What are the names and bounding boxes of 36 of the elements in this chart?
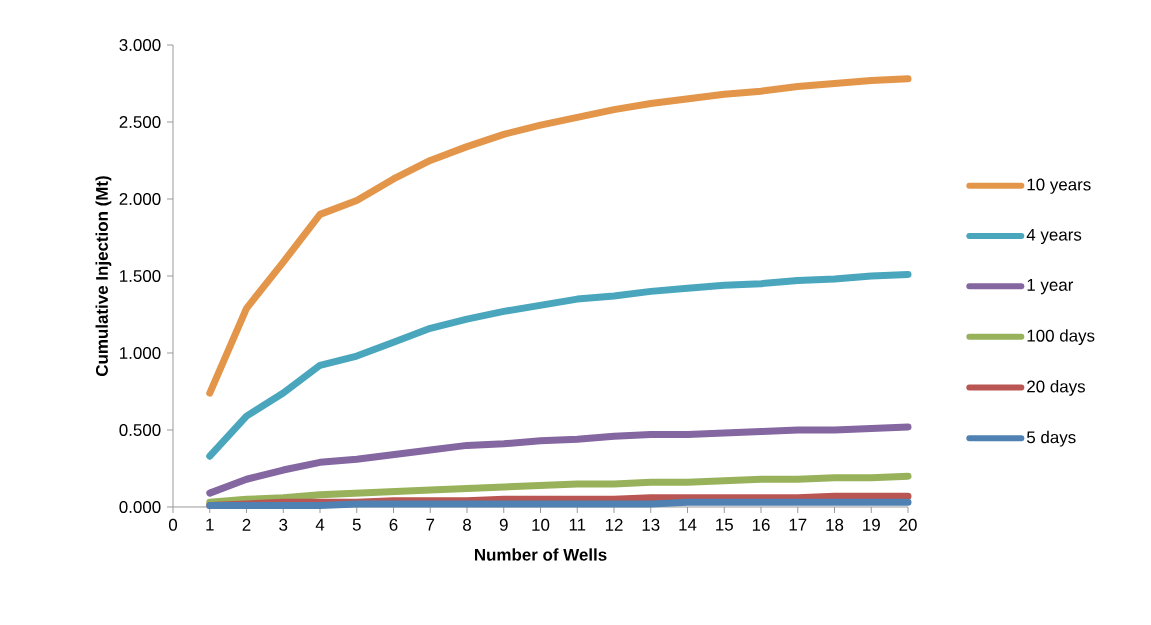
legend-label: 10 years: [1027, 178, 1091, 194]
x-tick-label: 10: [532, 518, 550, 531]
legend-label: 20 days: [1027, 380, 1085, 396]
y-tick-label: 0.500: [119, 423, 161, 436]
y-tick-label: 3.000: [119, 38, 161, 51]
x-tick-label: 5: [352, 518, 361, 531]
x-tick-label: 7: [426, 518, 435, 531]
y-tick-label: 2.500: [119, 115, 161, 128]
x-tick-label: 18: [826, 518, 844, 531]
x-tick-label: 8: [463, 518, 471, 531]
y-tick-label: 2.000: [119, 192, 161, 205]
x-tick-label: 12: [605, 518, 623, 531]
y-tick-label: 1.500: [120, 269, 161, 282]
x-tick-label: 13: [642, 518, 660, 531]
x-tick-label: 17: [789, 518, 807, 531]
x-tick-label: 16: [752, 518, 770, 531]
legend-label: 100 days: [1027, 329, 1095, 346]
y-tick-label: 1.000: [120, 346, 161, 359]
x-tick-label: 11: [569, 518, 586, 531]
x-tick-label: 9: [499, 518, 508, 531]
x-tick-label: 14: [679, 518, 697, 531]
x-tick-label: 3: [279, 518, 288, 531]
legend-label: 4 years: [1026, 228, 1082, 245]
x-tick-label: 19: [863, 518, 880, 531]
x-tick-label: 20: [899, 518, 917, 531]
legend-label: 5 days: [1026, 430, 1076, 447]
x-tick-label: 0: [168, 518, 178, 531]
x-tick-label: 2: [242, 518, 251, 531]
x-tick-label: 15: [716, 518, 733, 531]
x-tick-label: 4: [315, 518, 325, 531]
x-axis-title: Number of Wells: [474, 548, 607, 561]
legend-label: 1 year: [1027, 279, 1074, 295]
y-tick-label: 0.000: [119, 500, 161, 513]
x-tick-label: 6: [389, 518, 398, 531]
y-axis-title: Cumulative Injection (Mt): [95, 176, 112, 376]
x-tick-label: 1: [206, 518, 214, 531]
